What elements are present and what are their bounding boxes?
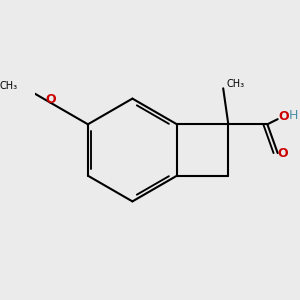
Text: H: H — [289, 109, 298, 122]
Text: O: O — [45, 93, 56, 106]
Text: O: O — [279, 110, 289, 123]
Text: O: O — [278, 147, 288, 160]
Text: CH₃: CH₃ — [0, 81, 18, 91]
Text: CH₃: CH₃ — [226, 79, 244, 89]
